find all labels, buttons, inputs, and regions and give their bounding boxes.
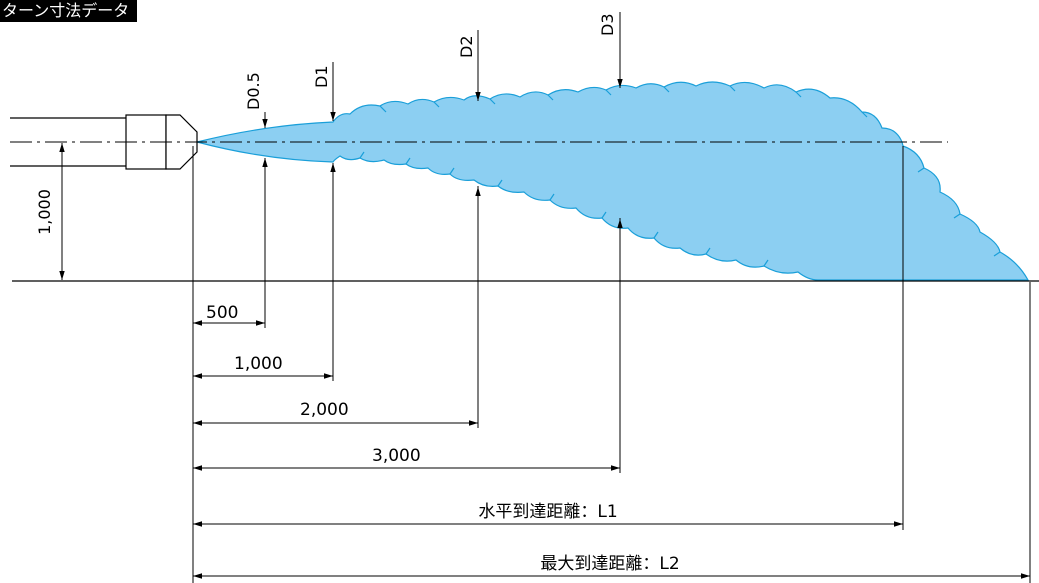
label-d05: D0.5 [244, 72, 263, 110]
extension-lines [192, 146, 1031, 583]
dimension-2000: 2,000 [300, 400, 349, 420]
diameter-markers [262, 12, 623, 236]
diagram-title-tab: ターン寸法データ [0, 0, 138, 22]
dimension-3000: 3,000 [372, 446, 421, 466]
horizontal-dimension-lines [193, 320, 1030, 579]
dimension-1000: 1,000 [234, 354, 283, 374]
label-d2: D2 [457, 36, 476, 59]
label-d1: D1 [312, 66, 331, 89]
dimension-l2: 最大到達距離：L2 [540, 554, 679, 574]
dimension-l1: 水平到達距離：L1 [478, 502, 617, 522]
cloud-scallop-ticks [359, 85, 1001, 267]
dimension-500: 500 [206, 303, 238, 323]
label-d3: D3 [598, 14, 617, 37]
height-dimension-label: 1,000 [35, 189, 54, 235]
